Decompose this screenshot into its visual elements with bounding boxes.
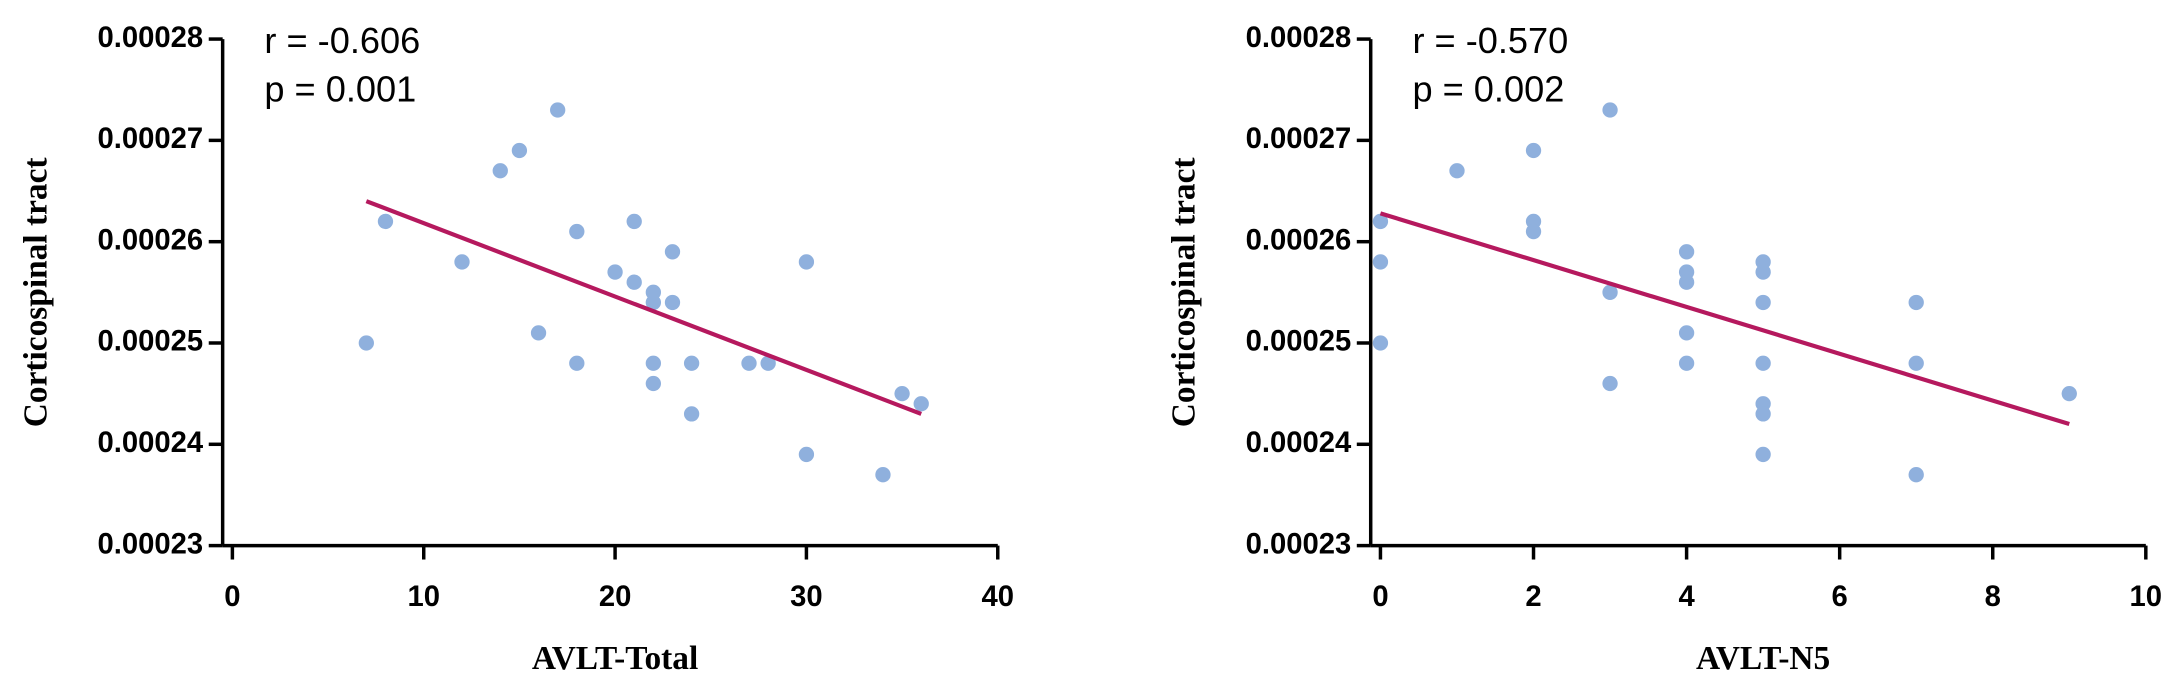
annotation: p = 0.001	[264, 69, 416, 110]
point	[760, 355, 776, 371]
point	[1755, 264, 1771, 280]
point	[894, 385, 910, 402]
point	[2061, 385, 2077, 402]
point	[1525, 142, 1542, 159]
y-tick-label: 0.00024	[1246, 427, 1352, 459]
point	[530, 325, 547, 341]
point	[607, 264, 623, 280]
y-axis-title: Corticospinal tract	[18, 157, 55, 427]
x-tick-label: 2	[1525, 581, 1541, 613]
point	[664, 294, 681, 311]
point	[683, 355, 700, 371]
fit-line	[1379, 211, 2070, 427]
x-tick-label: 4	[1678, 581, 1695, 613]
x-tick-label: 0	[1372, 581, 1388, 613]
point	[1372, 335, 1389, 351]
point	[645, 375, 662, 392]
x-tick-label: 40	[982, 581, 1015, 613]
y-tick-label: 0.00023	[98, 528, 204, 560]
point	[913, 396, 929, 412]
x-tick-label: 30	[790, 581, 823, 613]
point	[358, 335, 374, 351]
point	[1908, 355, 1924, 371]
y-tick-label: 0.00025	[98, 326, 204, 358]
x-tick-label: 10	[407, 581, 440, 613]
annotation: r = -0.570	[1412, 20, 1568, 61]
x-tick-label: 10	[2130, 581, 2163, 613]
point	[1678, 355, 1695, 371]
point	[1525, 223, 1542, 240]
point	[875, 467, 891, 483]
point	[741, 355, 757, 371]
point	[683, 406, 700, 422]
y-tick-label: 0.00028	[98, 22, 204, 54]
point	[1602, 102, 1618, 118]
point	[1908, 467, 1924, 483]
point	[626, 274, 642, 290]
point	[1755, 355, 1771, 371]
point	[1678, 244, 1695, 260]
point	[1602, 375, 1618, 392]
point	[454, 254, 470, 270]
y-tick-label: 0.00025	[1246, 326, 1352, 358]
point	[492, 163, 508, 179]
point	[569, 355, 585, 371]
point	[1372, 254, 1389, 270]
point	[1678, 325, 1695, 341]
y-tick-label: 0.00024	[98, 427, 204, 459]
x-tick-label: 0	[224, 581, 240, 613]
point	[645, 294, 662, 311]
y-tick-label: 0.00026	[1246, 224, 1352, 256]
point	[377, 213, 394, 230]
y-tick-label: 0.00026	[98, 224, 204, 256]
x-tick-label: 6	[1832, 581, 1848, 613]
x-axis-title: AVLT-N5	[1696, 640, 1830, 677]
point	[1908, 294, 1924, 311]
annotation: p = 0.002	[1412, 69, 1564, 110]
point	[1602, 284, 1618, 300]
point	[664, 244, 681, 260]
y-tick-label: 0.00027	[98, 123, 204, 155]
point	[550, 102, 566, 118]
point	[569, 223, 585, 240]
y-tick-label: 0.00028	[1246, 22, 1352, 54]
fit-line	[365, 199, 922, 416]
point	[1372, 213, 1389, 230]
annotation: r = -0.606	[264, 20, 420, 61]
x-tick-label: 8	[1985, 581, 2001, 613]
point	[645, 355, 662, 371]
point	[1755, 294, 1771, 311]
x-axis-title: AVLT-Total	[532, 640, 698, 677]
point	[1755, 446, 1771, 463]
x-tick-label: 20	[599, 581, 632, 613]
point	[626, 213, 642, 230]
point	[798, 446, 815, 463]
point	[1755, 406, 1771, 422]
point	[798, 254, 815, 270]
point	[511, 142, 528, 159]
y-axis-title: Corticospinal tract	[1166, 157, 1203, 427]
point	[1449, 163, 1465, 179]
y-tick-label: 0.00023	[1246, 528, 1352, 560]
point	[1678, 274, 1695, 290]
y-tick-label: 0.00027	[1246, 123, 1352, 155]
